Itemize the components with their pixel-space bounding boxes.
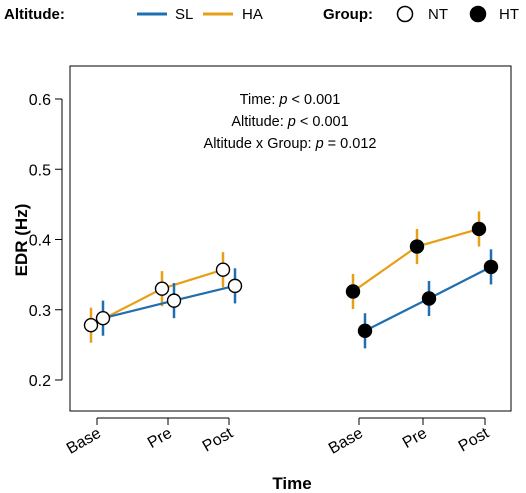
point-sl-nt [166,293,182,308]
x-tick-label: Post [456,424,493,455]
point-sl-ht [421,291,437,306]
legend-sl-label: SL [175,6,193,23]
legend-ht-label: HT [499,6,519,23]
point-ha-nt [83,318,99,333]
y-tick-label: 0.5 [29,162,51,179]
x-tick-label: Base [64,425,104,458]
legend-ha-label: HA [242,6,263,23]
legend-group-title: Group: [323,6,373,23]
point-ha-nt [215,262,231,277]
point-ha-ht [345,284,361,299]
point-sl-nt [95,310,111,326]
annotation-line: Altitude: p < 0.001 [231,114,348,130]
annotation-line: Altitude x Group: p = 0.012 [204,136,377,152]
y-tick-label: 0.2 [29,373,51,390]
x-tick-label: Pre [400,425,430,452]
legend: Altitude: SL HA Group: NT HT [4,5,519,23]
data-marks [83,211,499,349]
x-axis: Base Pre Post Base Pre Post [64,417,493,458]
legend-nt-label: NT [428,6,448,23]
y-tick-label: 0.6 [29,92,51,109]
point-sl-ht [357,323,373,339]
y-tick-label: 0.4 [29,233,51,250]
x-tick-label: Base [326,425,366,458]
plot-frame [69,65,512,412]
legend-ht-marker [469,5,487,23]
legend-nt-marker [396,5,414,23]
point-ha-ht [471,221,487,237]
y-tick-label: 0.3 [29,303,51,320]
point-sl-nt [227,278,243,294]
x-axis-title: Time [272,474,311,493]
point-ha-ht [409,239,425,254]
point-sl-ht [483,259,499,275]
point-ha-nt [154,281,170,296]
x-tick-label: Pre [145,425,175,452]
y-axis: 0.2 0.3 0.4 0.5 0.6 [29,92,63,390]
annotation-line: Time: p < 0.001 [240,92,341,108]
legend-altitude-title: Altitude: [4,6,65,23]
x-tick-label: Post [200,424,237,455]
annotations: Time: p < 0.001 Altitude: p < 0.001 Altitu… [204,92,377,152]
y-axis-title: EDR (Hz) [12,204,31,277]
